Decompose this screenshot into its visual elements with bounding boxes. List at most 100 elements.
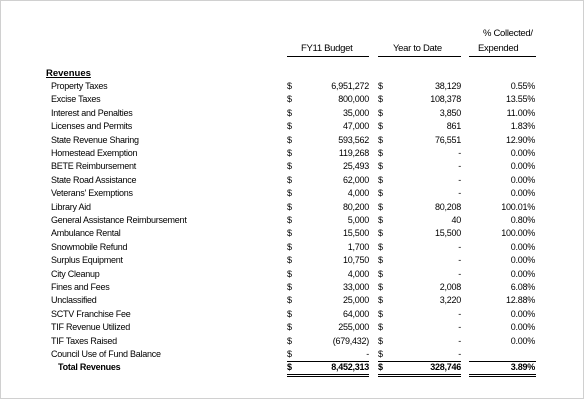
row-dollar-ytd: $ <box>378 335 383 346</box>
total-ytd: 328,746 <box>430 362 461 372</box>
row-label: TIF Taxes Raised <box>51 335 117 346</box>
row-label: Interest and Penalties <box>51 107 133 118</box>
row-ytd: 2,008 <box>439 282 462 292</box>
row-dollar-ytd: $ <box>378 94 383 105</box>
row-label: City Cleanup <box>51 268 100 279</box>
row-budget: 593,562 <box>338 134 369 145</box>
row-ytd: - <box>458 308 461 319</box>
row-label: Council Use of Fund Balance <box>51 349 161 359</box>
row-dollar-ytd: $ <box>378 228 383 239</box>
row-dollar-ytd: $ <box>378 81 383 91</box>
row-budget: 800,000 <box>338 94 369 105</box>
row-budget: 33,000 <box>342 282 369 292</box>
row-pct: 100.01% <box>501 201 535 212</box>
row-ytd: - <box>458 161 461 172</box>
total-topline-ytd <box>378 361 461 362</box>
row-budget: 5,000 <box>347 215 370 225</box>
row-pct: 13.55% <box>505 94 535 105</box>
row-budget: 62,000 <box>342 174 369 185</box>
row-budget: 6,951,272 <box>331 81 369 91</box>
row-budget: 10,750 <box>342 255 369 266</box>
row-budget: 47,000 <box>342 121 369 132</box>
row-dollar-budget: $ <box>287 282 292 292</box>
row-ytd: 861 <box>446 121 462 132</box>
row-pct: 0.00% <box>510 335 536 346</box>
row-dollar-ytd: $ <box>378 134 383 145</box>
header-pct-line1: % Collected/ <box>483 28 533 39</box>
header-underline-budget <box>287 56 369 57</box>
total-double-underline-budget-1 <box>287 374 369 375</box>
row-dollar-ytd: $ <box>378 215 383 225</box>
row-ytd: 108,378 <box>430 94 461 105</box>
row-dollar-ytd: $ <box>378 107 383 118</box>
row-pct: 12.90% <box>505 134 535 145</box>
total-double-underline-pct-2 <box>469 376 536 377</box>
row-ytd: - <box>458 148 461 158</box>
total-budget: 8,452,313 <box>331 362 369 372</box>
row-budget: 119,268 <box>338 148 369 158</box>
row-dollar-ytd: $ <box>378 295 383 306</box>
total-topline-budget <box>287 361 369 362</box>
total-pct: 3.89% <box>510 362 536 372</box>
row-dollar-ytd: $ <box>378 174 383 185</box>
section-title-revenues: Revenues <box>46 68 91 79</box>
table-row: Fines and Fees $33,000 $2,008 6.08% <box>0 282 585 295</box>
row-label: Unclassified <box>51 295 97 306</box>
row-dollar-budget: $ <box>287 295 292 306</box>
table-row: Surplus Equipment $10,750 $ - 0.00% <box>0 255 585 268</box>
total-double-underline-ytd-1 <box>378 374 461 375</box>
row-pct: 6.08% <box>510 282 536 292</box>
row-label: Homestead Exemption <box>51 148 138 158</box>
row-label: Excise Taxes <box>51 94 101 105</box>
total-row: Total Revenues $ 8,452,313 $ 328,746 3.8… <box>0 362 585 375</box>
row-pct: 0.00% <box>510 308 536 319</box>
row-pct: 0.00% <box>510 148 536 158</box>
row-label: General Assistance Reimbursement <box>51 215 187 225</box>
row-dollar-budget: $ <box>287 201 292 212</box>
row-dollar-ytd: $ <box>378 148 383 158</box>
row-dollar-budget: $ <box>287 94 292 105</box>
total-topline-pct <box>469 361 536 362</box>
row-dollar-ytd: $ <box>378 255 383 266</box>
table-row: General Assistance Reimbursement $5,000 $4… <box>0 215 585 228</box>
row-budget: - <box>366 349 369 359</box>
row-ytd: - <box>458 349 461 359</box>
row-dollar-budget: $ <box>287 81 292 91</box>
row-ytd: - <box>458 174 461 185</box>
row-pct: 0.00% <box>510 322 536 333</box>
row-ytd: - <box>458 268 461 279</box>
row-dollar-ytd: $ <box>378 282 383 292</box>
total-double-underline-budget-2 <box>287 376 369 377</box>
row-label: Fines and Fees <box>51 282 110 292</box>
row-dollar-budget: $ <box>287 121 292 132</box>
table-row: SCTV Franchise Fee $64,000 $ - 0.00% <box>0 309 585 322</box>
table-row: City Cleanup $4,000 $ - 0.00% <box>0 269 585 282</box>
row-budget: 80,200 <box>342 201 369 212</box>
row-ytd: - <box>458 241 461 252</box>
table-row: State Revenue Sharing $593,562 $76,551 12.9… <box>0 135 585 148</box>
row-pct: 0.00% <box>510 174 536 185</box>
row-dollar-budget: $ <box>287 148 292 158</box>
row-label: Ambulance Rental <box>51 228 121 239</box>
table-row: Veterans' Exemptions $4,000 $ - 0.00% <box>0 188 585 201</box>
row-dollar-budget: $ <box>287 188 292 199</box>
row-dollar-ytd: $ <box>378 188 383 199</box>
row-budget: 25,000 <box>342 295 369 306</box>
header-ytd: Year to Date <box>393 43 442 54</box>
row-ytd: 15,500 <box>434 228 461 239</box>
row-label: Surplus Equipment <box>51 255 123 266</box>
row-dollar-budget: $ <box>287 255 292 266</box>
row-dollar-ytd: $ <box>378 121 383 132</box>
row-budget: 15,500 <box>342 228 369 239</box>
row-ytd: - <box>458 255 461 266</box>
row-dollar-budget: $ <box>287 322 292 333</box>
row-dollar-budget: $ <box>287 241 292 252</box>
row-dollar-budget: $ <box>287 107 292 118</box>
row-label: TIF Revenue Utilized <box>51 322 131 333</box>
row-pct: 11.00% <box>506 107 536 118</box>
header-underline-ytd <box>378 56 461 57</box>
table-row: Excise Taxes $800,000 $108,378 13.55% <box>0 94 585 107</box>
row-dollar-ytd: $ <box>378 201 383 212</box>
row-budget: 4,000 <box>347 268 370 279</box>
